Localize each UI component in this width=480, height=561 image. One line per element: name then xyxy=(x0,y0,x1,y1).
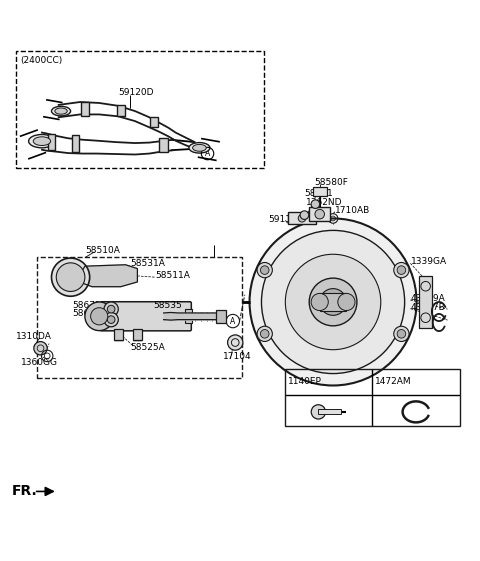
Bar xyxy=(309,208,330,221)
Text: 58672: 58672 xyxy=(72,310,101,319)
Ellipse shape xyxy=(33,137,50,145)
Text: 1140EP: 1140EP xyxy=(288,377,322,386)
Ellipse shape xyxy=(55,108,67,114)
Bar xyxy=(320,293,347,311)
Circle shape xyxy=(108,316,115,324)
Text: 58531A: 58531A xyxy=(130,259,165,268)
Circle shape xyxy=(257,326,272,342)
Circle shape xyxy=(257,263,272,278)
Circle shape xyxy=(91,307,108,325)
Bar xyxy=(216,310,226,323)
Circle shape xyxy=(285,254,381,350)
Circle shape xyxy=(104,302,118,316)
Ellipse shape xyxy=(192,144,206,151)
Text: 1360GG: 1360GG xyxy=(21,358,58,367)
Text: FR.: FR. xyxy=(12,485,37,498)
Circle shape xyxy=(320,288,347,315)
Circle shape xyxy=(311,293,328,311)
Text: A: A xyxy=(230,316,236,325)
Circle shape xyxy=(298,214,306,222)
Bar xyxy=(117,105,124,116)
Circle shape xyxy=(85,302,114,330)
Bar xyxy=(48,134,55,150)
Bar xyxy=(16,52,264,168)
Bar xyxy=(114,329,123,340)
Text: 59120D: 59120D xyxy=(118,88,154,97)
Circle shape xyxy=(250,218,417,385)
Text: 58581: 58581 xyxy=(304,188,333,197)
Bar xyxy=(37,256,242,378)
Circle shape xyxy=(228,335,243,350)
Ellipse shape xyxy=(29,135,55,148)
Circle shape xyxy=(397,329,406,338)
Text: 59110B: 59110B xyxy=(269,215,303,224)
Text: 58672: 58672 xyxy=(72,301,101,310)
Circle shape xyxy=(261,266,269,274)
Text: 58510A: 58510A xyxy=(85,246,120,255)
Bar xyxy=(132,329,142,340)
Text: 58511A: 58511A xyxy=(155,271,190,280)
Circle shape xyxy=(104,312,118,327)
Bar xyxy=(288,212,316,224)
Circle shape xyxy=(51,258,90,296)
FancyBboxPatch shape xyxy=(100,302,192,331)
Text: 1710AB: 1710AB xyxy=(336,206,371,215)
Ellipse shape xyxy=(51,107,71,116)
Circle shape xyxy=(300,211,309,219)
Bar xyxy=(285,369,459,426)
Circle shape xyxy=(34,342,47,355)
Bar xyxy=(313,187,327,196)
Text: 43777B: 43777B xyxy=(411,303,445,312)
Text: 17104: 17104 xyxy=(223,352,252,361)
Text: 1472AM: 1472AM xyxy=(375,377,411,386)
Text: 1310DA: 1310DA xyxy=(16,332,51,341)
Circle shape xyxy=(56,263,85,292)
Circle shape xyxy=(338,293,355,311)
Circle shape xyxy=(315,209,324,219)
Bar xyxy=(150,117,158,127)
Polygon shape xyxy=(79,265,137,287)
Ellipse shape xyxy=(189,142,210,153)
Circle shape xyxy=(394,326,409,342)
Bar xyxy=(72,135,79,151)
Circle shape xyxy=(261,329,269,338)
Bar xyxy=(81,102,89,116)
Circle shape xyxy=(309,278,357,326)
Text: (2400CC): (2400CC) xyxy=(21,56,63,65)
Bar xyxy=(185,309,192,324)
Circle shape xyxy=(311,404,325,419)
Text: 43779A: 43779A xyxy=(411,294,445,303)
Circle shape xyxy=(108,305,115,313)
Text: 1362ND: 1362ND xyxy=(306,197,342,207)
Text: 1339GA: 1339GA xyxy=(411,257,447,266)
Bar xyxy=(419,275,432,328)
Text: 58580F: 58580F xyxy=(314,178,348,187)
Text: A: A xyxy=(205,149,210,158)
Circle shape xyxy=(311,200,320,209)
Circle shape xyxy=(394,263,409,278)
Circle shape xyxy=(397,266,406,274)
Text: 58525A: 58525A xyxy=(130,343,165,352)
Bar xyxy=(159,139,168,151)
Bar xyxy=(318,410,341,414)
Circle shape xyxy=(262,231,405,374)
Text: 58535: 58535 xyxy=(153,301,182,310)
